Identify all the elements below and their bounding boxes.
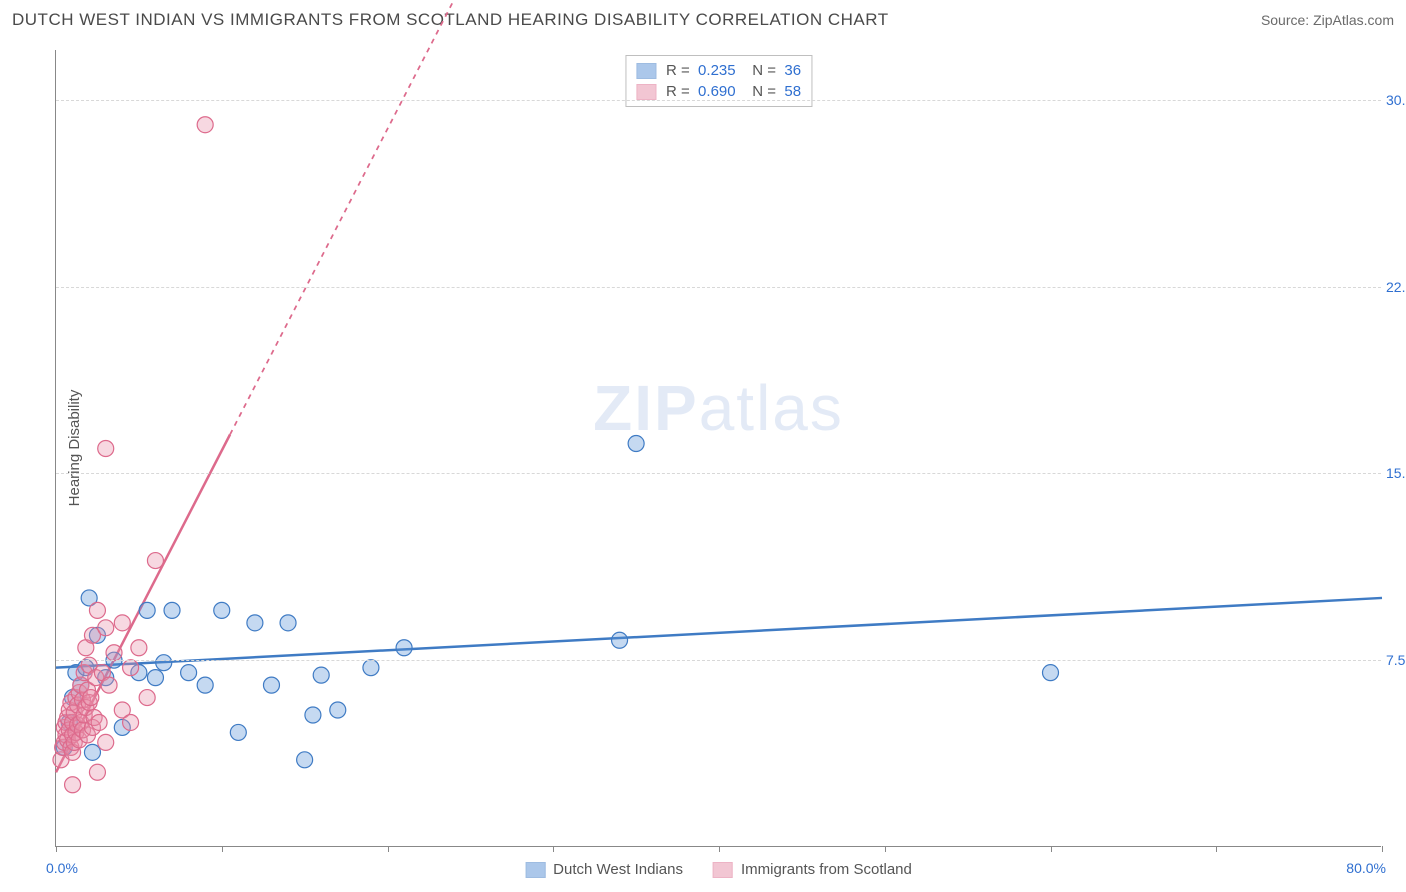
scatter-point: [363, 660, 379, 676]
scatter-point: [247, 615, 263, 631]
scatter-point: [91, 714, 107, 730]
scatter-point: [114, 615, 130, 631]
scatter-point: [106, 645, 122, 661]
scatter-point: [147, 553, 163, 569]
scatter-point: [280, 615, 296, 631]
x-tick: [719, 846, 720, 852]
gridline-h: [56, 287, 1381, 288]
scatter-point: [305, 707, 321, 723]
scatter-point: [147, 670, 163, 686]
series-legend-label: Dutch West Indians: [553, 861, 683, 878]
scatter-point: [156, 655, 172, 671]
scatter-point: [139, 602, 155, 618]
scatter-point: [1043, 665, 1059, 681]
scatter-point: [628, 436, 644, 452]
scatter-point: [98, 441, 114, 457]
gridline-h: [56, 473, 1381, 474]
y-tick-label: 22.5%: [1386, 279, 1406, 295]
series-legend: Dutch West Indians Immigrants from Scotla…: [525, 861, 912, 878]
x-tick: [1382, 846, 1383, 852]
scatter-point: [89, 602, 105, 618]
header: DUTCH WEST INDIAN VS IMMIGRANTS FROM SCO…: [12, 10, 1394, 30]
series-legend-label: Immigrants from Scotland: [741, 861, 912, 878]
scatter-point: [297, 752, 313, 768]
x-tick: [885, 846, 886, 852]
scatter-point: [330, 702, 346, 718]
scatter-point: [313, 667, 329, 683]
scatter-point: [101, 677, 117, 693]
x-tick: [222, 846, 223, 852]
scatter-point: [83, 690, 99, 706]
scatter-point: [197, 677, 213, 693]
chart-plot-area: Hearing Disability ZIPatlas 0.0% 80.0% R…: [55, 50, 1381, 847]
y-tick-label: 7.5%: [1386, 652, 1406, 668]
legend-swatch: [713, 862, 733, 878]
scatter-point: [263, 677, 279, 693]
scatter-point: [98, 620, 114, 636]
source-label: Source: ZipAtlas.com: [1261, 12, 1394, 28]
x-tick: [1216, 846, 1217, 852]
y-tick-label: 15.0%: [1386, 465, 1406, 481]
scatter-point: [89, 764, 105, 780]
scatter-point: [612, 632, 628, 648]
legend-swatch: [525, 862, 545, 878]
scatter-point: [123, 714, 139, 730]
scatter-point: [65, 777, 81, 793]
chart-title: DUTCH WEST INDIAN VS IMMIGRANTS FROM SCO…: [12, 10, 889, 30]
scatter-point: [131, 640, 147, 656]
x-tick: [56, 846, 57, 852]
scatter-svg: [56, 50, 1381, 846]
scatter-point: [197, 117, 213, 133]
x-tick: [1051, 846, 1052, 852]
scatter-point: [164, 602, 180, 618]
scatter-point: [181, 665, 197, 681]
series-legend-item: Dutch West Indians: [525, 861, 683, 878]
scatter-point: [84, 744, 100, 760]
x-origin-label: 0.0%: [46, 860, 78, 876]
scatter-point: [139, 690, 155, 706]
x-tick: [388, 846, 389, 852]
y-tick-label: 30.0%: [1386, 92, 1406, 108]
trend-line-dashed: [230, 0, 454, 434]
trend-line-solid: [56, 598, 1382, 668]
x-max-label: 80.0%: [1346, 860, 1386, 876]
scatter-point: [214, 602, 230, 618]
gridline-h: [56, 100, 1381, 101]
scatter-point: [123, 660, 139, 676]
x-tick: [553, 846, 554, 852]
series-legend-item: Immigrants from Scotland: [713, 861, 912, 878]
scatter-point: [98, 734, 114, 750]
scatter-point: [230, 724, 246, 740]
gridline-h: [56, 660, 1381, 661]
scatter-point: [396, 640, 412, 656]
